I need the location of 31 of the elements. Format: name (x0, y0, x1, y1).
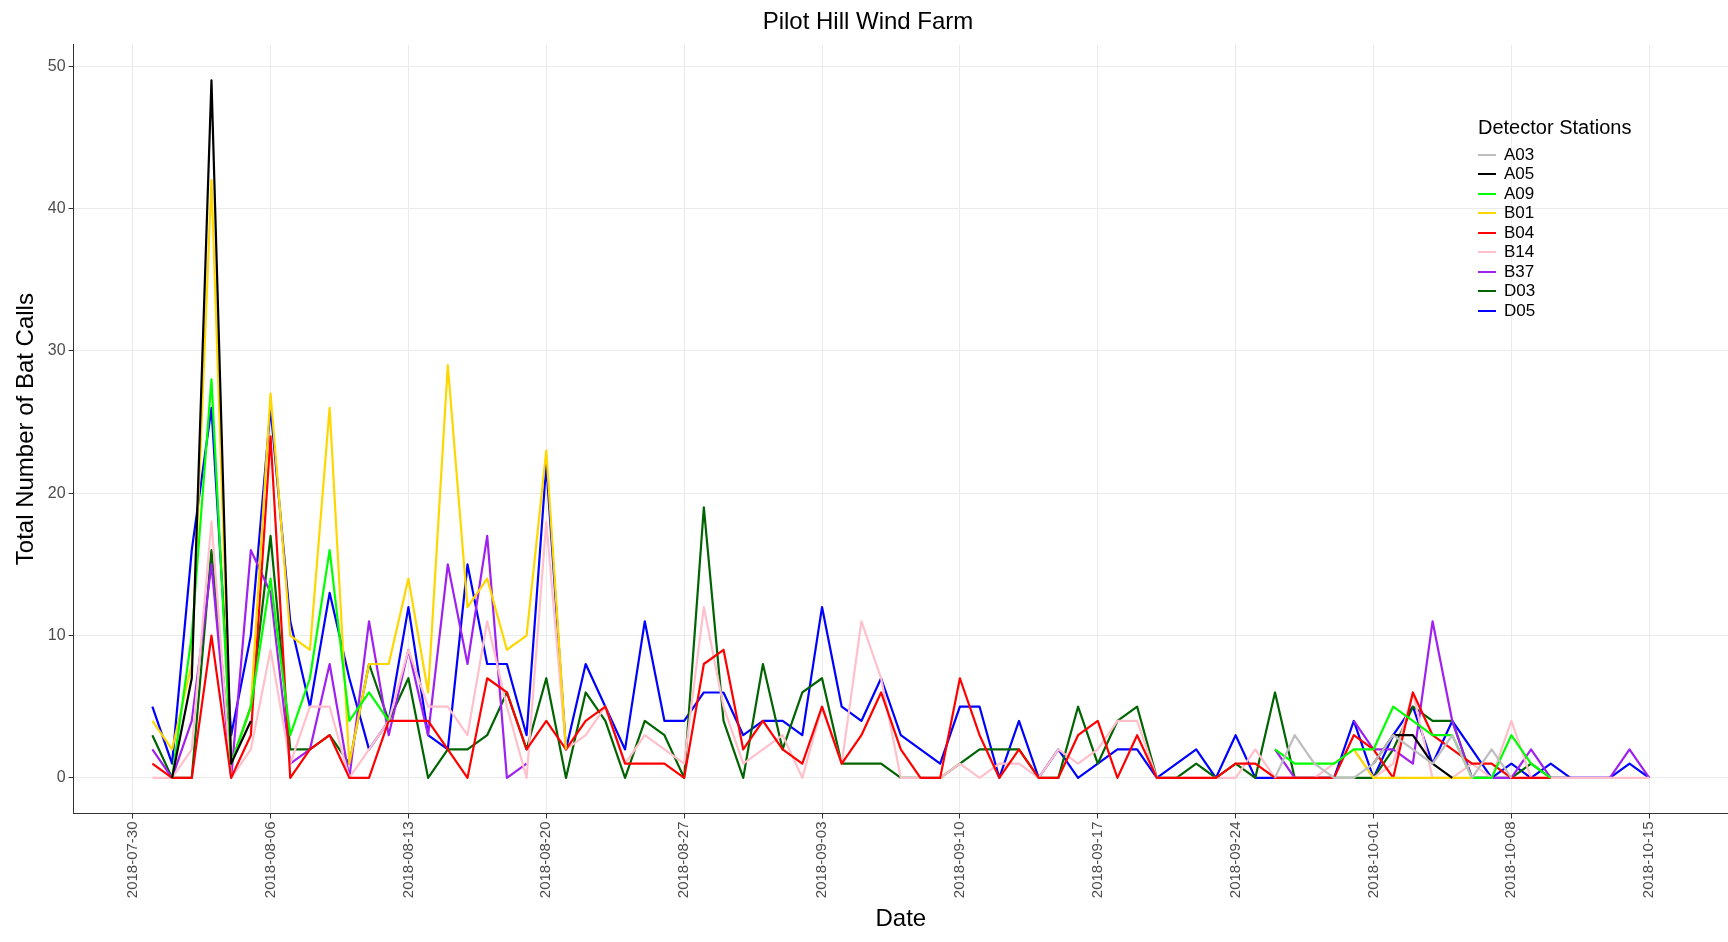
x-axis-title: Date (875, 904, 927, 932)
y-tick-label: 40 (47, 198, 66, 216)
y-tick-label: 10 (47, 625, 66, 643)
y-tick-label: 20 (47, 483, 66, 501)
x-tick-label: 2018-10-08 (1501, 821, 1519, 899)
legend-label: B14 (1504, 242, 1535, 263)
y-tick-label: 50 (47, 56, 66, 74)
y-tick-label: 0 (56, 768, 66, 786)
x-tick-label: 2018-09-10 (950, 821, 968, 899)
x-tick-label: 2018-09-17 (1087, 821, 1105, 899)
legend-label: A05 (1504, 164, 1535, 185)
legend-label: B01 (1504, 203, 1535, 224)
y-tick-label: 30 (47, 341, 66, 359)
legend-label: D03 (1504, 281, 1536, 302)
legend-title: Detector Stations (1478, 116, 1632, 139)
x-tick-label: 2018-10-15 (1639, 821, 1657, 899)
x-tick-label: 2018-07-30 (122, 821, 140, 899)
x-tick-label: 2018-08-20 (536, 821, 554, 899)
legend-label: B37 (1504, 261, 1535, 282)
x-tick-label: 2018-10-01 (1363, 821, 1381, 899)
chart-title: Pilot Hill Wind Farm (762, 7, 974, 35)
x-tick-label: 2018-08-27 (674, 821, 692, 899)
legend-label: A09 (1504, 183, 1535, 204)
x-tick-label: 2018-09-03 (812, 821, 830, 899)
legend-label: B04 (1504, 222, 1535, 243)
legend-label: D05 (1504, 300, 1536, 321)
x-tick-label: 2018-08-13 (398, 821, 416, 899)
x-tick-label: 2018-09-24 (1225, 821, 1243, 899)
x-tick-label: 2018-08-06 (260, 821, 278, 899)
y-axis-title: Total Number of Bat Calls (11, 293, 39, 566)
legend-label: A03 (1504, 144, 1535, 165)
